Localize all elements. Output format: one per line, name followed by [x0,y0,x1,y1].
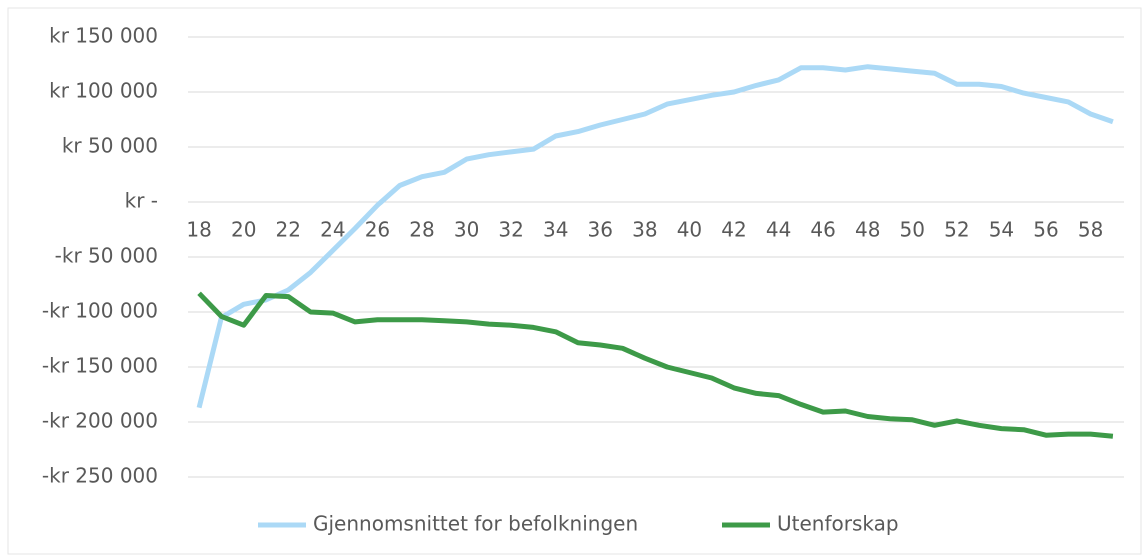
y-tick-label: -kr 50 000 [55,244,158,268]
x-tick-label: 38 [632,218,657,242]
x-tick-label: 52 [944,218,969,242]
x-tick-label: 32 [498,218,523,242]
x-tick-label: 46 [810,218,835,242]
x-tick-label: 56 [1033,218,1058,242]
x-tick-label: 30 [454,218,479,242]
legend-label: Gjennomsnittet for befolkningen [313,512,638,536]
chart-frame [7,7,1142,555]
y-tick-label: kr - [125,189,158,213]
x-tick-label: 42 [721,218,746,242]
x-tick-label: 34 [543,218,568,242]
y-tick-label: kr 50 000 [62,134,158,158]
legend-label: Utenforskap [777,512,899,536]
x-tick-label: 26 [365,218,390,242]
x-tick-label: 58 [1078,218,1103,242]
x-tick-label: 50 [900,218,925,242]
x-tick-label: 44 [766,218,791,242]
x-tick-label: 40 [677,218,702,242]
y-tick-label: -kr 150 000 [42,354,158,378]
y-tick-label: kr 100 000 [49,79,158,103]
x-tick-label: 20 [231,218,256,242]
data-line [196,64,1114,409]
y-tick-label: -kr 250 000 [42,464,158,488]
data-line [197,291,1114,439]
x-tick-label: 48 [855,218,880,242]
x-tick-label: 36 [588,218,613,242]
x-tick-label: 22 [276,218,301,242]
y-tick-label: -kr 100 000 [42,299,158,323]
x-tick-label: 18 [186,218,211,242]
x-tick-label: 54 [989,218,1014,242]
y-tick-label: -kr 200 000 [42,409,158,433]
x-tick-label: 24 [320,218,345,242]
x-tick-label: 28 [409,218,434,242]
y-tick-label: kr 150 000 [49,24,158,48]
